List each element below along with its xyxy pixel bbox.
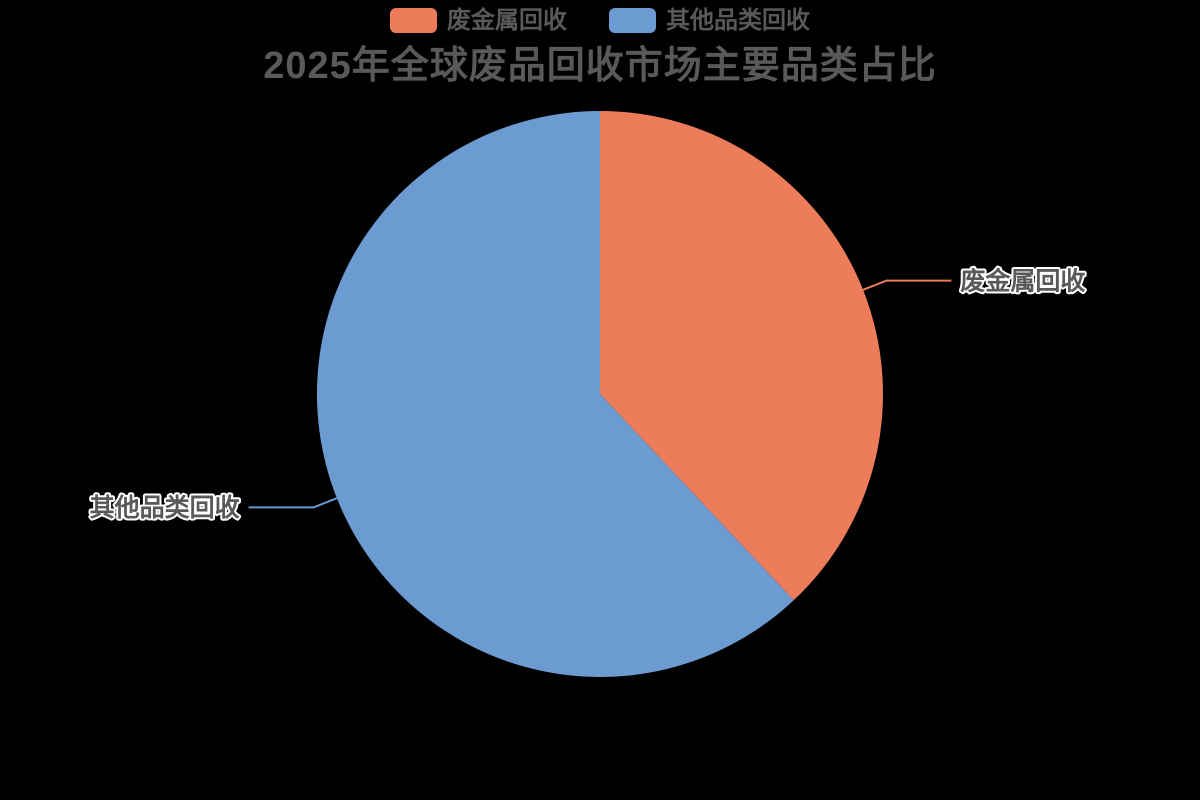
pie-slice-0[interactable] [600, 111, 883, 601]
chart-title: 2025年全球废品回收市场主要品类占比 [263, 45, 937, 87]
slice-label-0: 废金属回收 [960, 266, 1085, 295]
legend-label-scrap-metal[interactable]: 废金属回收 [447, 7, 567, 34]
label-leader-line-1 [248, 497, 338, 509]
legend-item-other-categories[interactable]: 其他品类回收 [609, 8, 810, 33]
legend-item-scrap-metal[interactable]: 废金属回收 [390, 8, 567, 33]
legend-swatch-other-categories[interactable] [609, 8, 656, 33]
legend: 废金属回收 其他品类回收 [0, 8, 1200, 33]
pie-slice-1[interactable] [316, 111, 794, 677]
label-leader-line-0 [862, 279, 952, 291]
slice-label-1: 其他品类回收 [90, 493, 240, 522]
legend-label-other-categories[interactable]: 其他品类回收 [666, 7, 810, 34]
legend-swatch-scrap-metal[interactable] [390, 8, 437, 33]
